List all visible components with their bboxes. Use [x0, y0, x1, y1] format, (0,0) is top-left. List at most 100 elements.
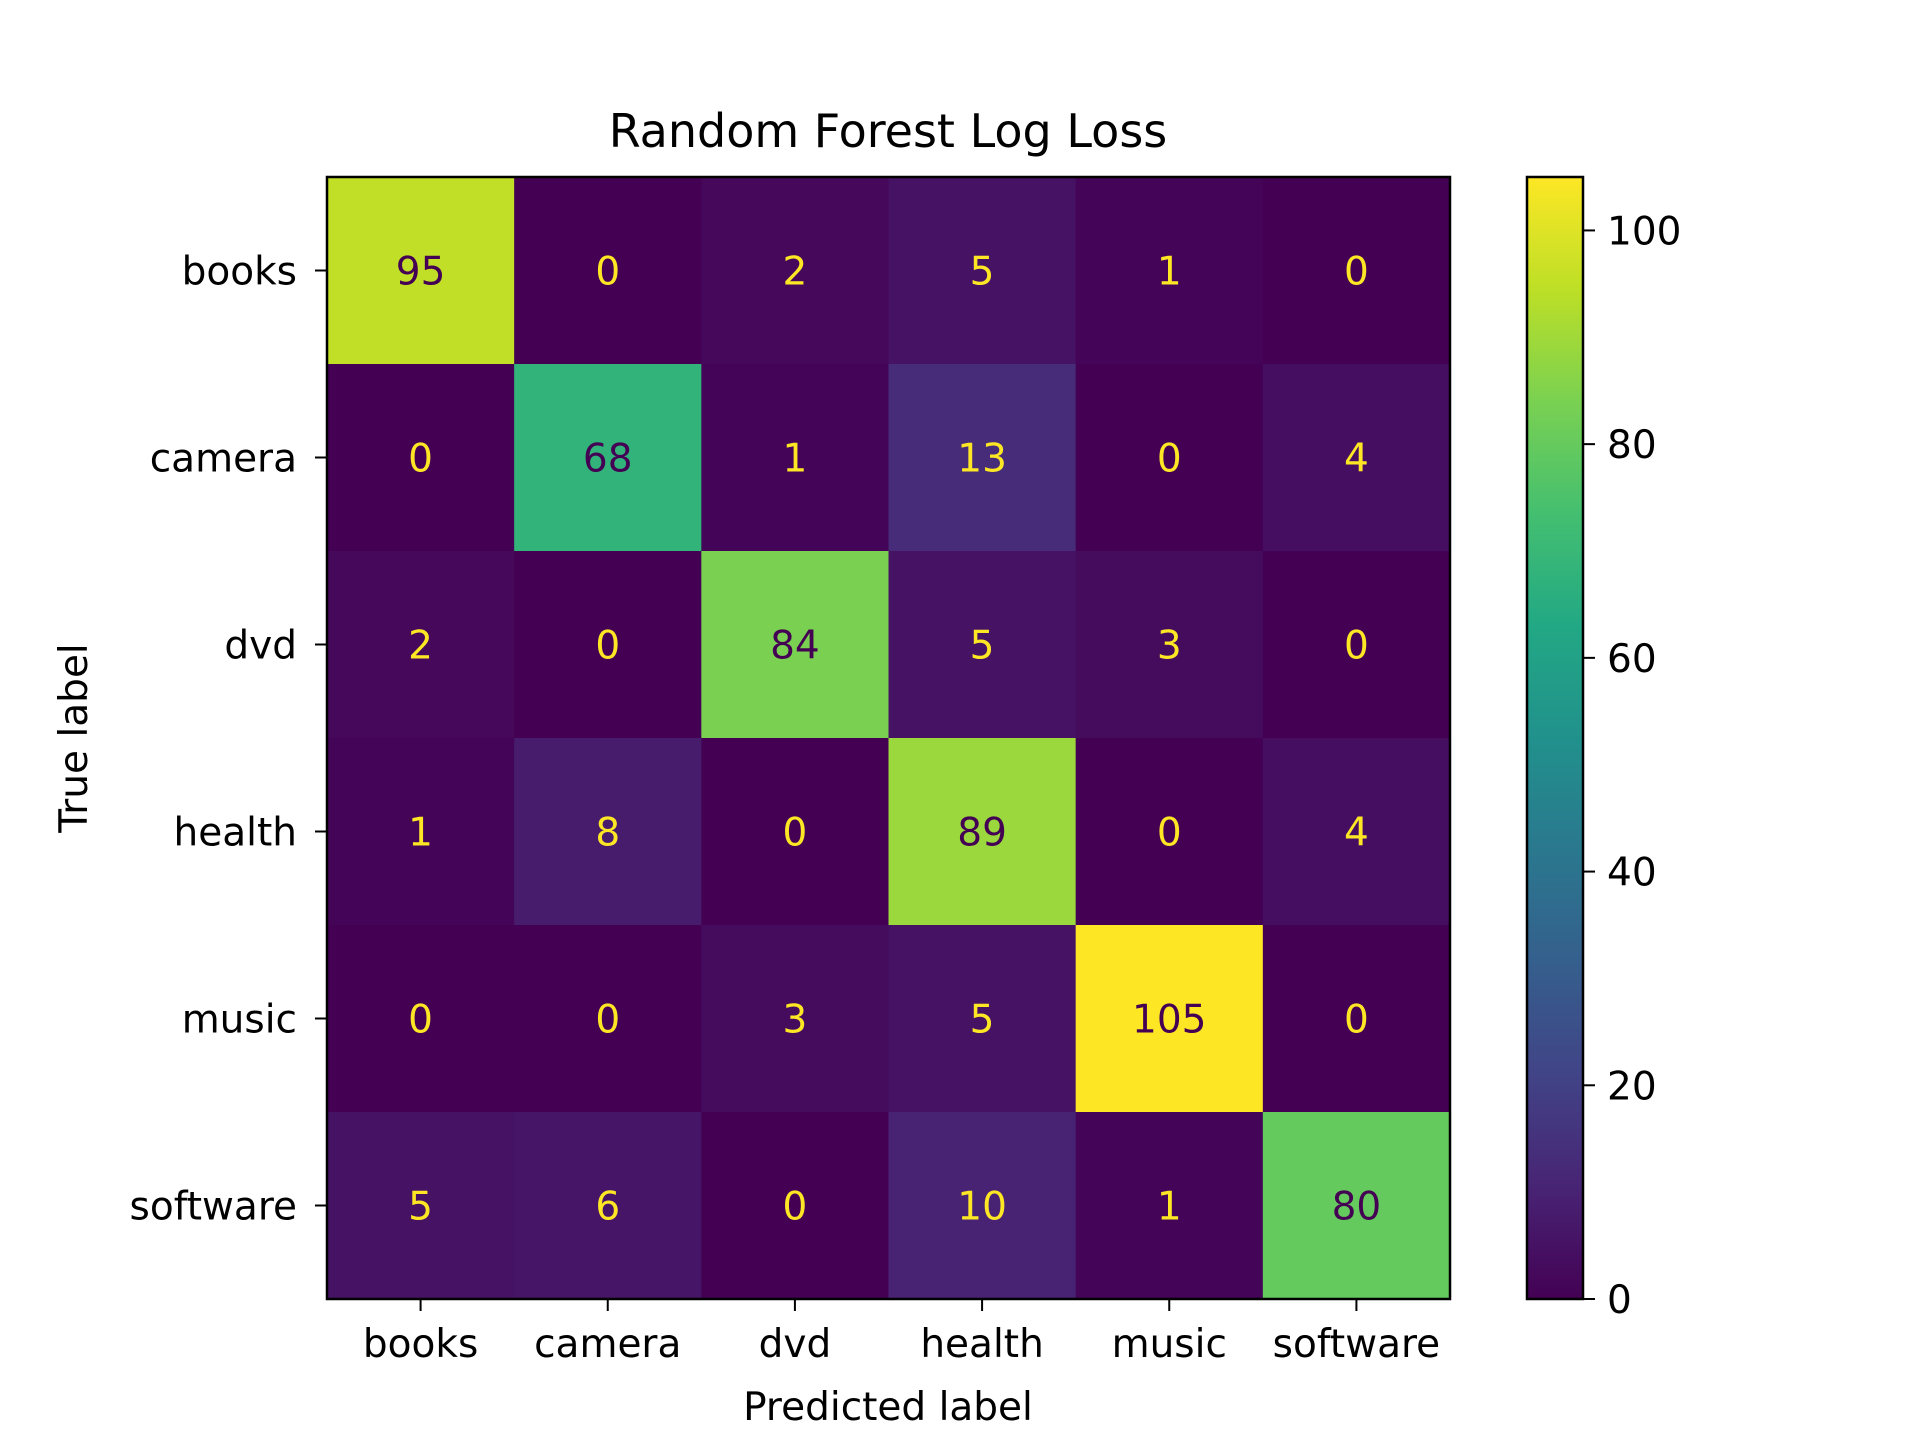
y-axis-label: True label: [52, 643, 97, 834]
cell-value-label: 5: [408, 1185, 433, 1230]
cell-value-label: 1: [783, 437, 808, 482]
cell-value-label: 4: [1344, 437, 1369, 482]
cell-value-label: 1: [1157, 250, 1182, 295]
heatmap-cell-camera-camera: [514, 364, 702, 552]
heatmap-cell-health-music: [1075, 738, 1264, 926]
heatmap-cells: [327, 177, 1451, 1300]
cell-value-label: 3: [783, 998, 808, 1043]
y-tick-label: software: [130, 1185, 297, 1230]
heatmap-cell-dvd-books: [327, 551, 515, 739]
cell-value-label: 0: [1344, 998, 1369, 1043]
heatmap-cell-camera-music: [1075, 364, 1264, 552]
cell-value-label: 3: [1157, 624, 1182, 669]
heatmap-cell-health-dvd: [701, 738, 889, 926]
colorbar-ticks: 0 20 40 60 80 100: [1583, 209, 1681, 1323]
y-tick-label: camera: [150, 437, 297, 482]
cell-value-label: 89: [957, 811, 1007, 856]
chart-title: Random Forest Log Loss: [609, 104, 1168, 158]
x-tick-label: camera: [534, 1322, 681, 1367]
heatmap-cell-health-software: [1262, 738, 1451, 926]
cell-value-label: 95: [396, 250, 446, 295]
heatmap-cell-camera-software: [1262, 364, 1451, 552]
heatmap-cell-health-camera: [514, 738, 702, 926]
cell-value-label: 84: [770, 624, 820, 669]
cell-value-label: 1: [408, 811, 433, 856]
heatmap-cell-dvd-music: [1075, 551, 1264, 739]
heatmap-cell-labels: 95 0 2 5 1 00 68 1 13 0 42 0 84 5 3 01 8 0 89 0 40 0 3 5 105 05 6 0…: [396, 250, 1381, 1230]
x-tick-label: music: [1112, 1322, 1227, 1367]
colorbar-tick-label: 100: [1607, 209, 1681, 254]
cell-value-label: 0: [1344, 250, 1369, 295]
y-tick-label: books: [182, 250, 297, 295]
heatmap-cell-software-dvd: [701, 1112, 889, 1300]
x-tick-label: dvd: [759, 1322, 832, 1367]
x-axis-label: Predicted label: [743, 1385, 1033, 1430]
cell-value-label: 0: [408, 998, 433, 1043]
colorbar-tick-label: 60: [1607, 637, 1657, 682]
heatmap-cell-music-camera: [514, 925, 702, 1113]
heatmap-cell-software-camera: [514, 1112, 702, 1300]
y-tick-label: health: [174, 811, 297, 856]
cell-value-label: 0: [783, 811, 808, 856]
cell-value-label: 1: [1157, 1185, 1182, 1230]
cell-value-label: 2: [783, 250, 808, 295]
cell-value-label: 5: [970, 624, 995, 669]
cell-value-label: 0: [1157, 811, 1182, 856]
cell-value-label: 4: [1344, 811, 1369, 856]
cell-value-label: 0: [1157, 437, 1182, 482]
cell-value-label: 10: [957, 1185, 1007, 1230]
heatmap-cell-dvd-dvd: [701, 551, 889, 739]
heatmap-cell-books-music: [1075, 177, 1264, 365]
heatmap-cell-camera-health: [888, 364, 1077, 552]
colorbar-tick-label: 20: [1607, 1064, 1657, 1109]
cell-value-label: 80: [1332, 1185, 1382, 1230]
x-tick-label: health: [920, 1322, 1043, 1367]
heatmap-cell-software-books: [327, 1112, 515, 1300]
heatmap-cell-music-software: [1262, 925, 1451, 1113]
heatmap-cell-camera-dvd: [701, 364, 889, 552]
heatmap-cell-music-music: [1075, 925, 1264, 1113]
heatmap-cell-books-camera: [514, 177, 702, 365]
cell-value-label: 0: [408, 437, 433, 482]
heatmap-cell-health-books: [327, 738, 515, 926]
heatmap-cell-health-health: [888, 738, 1077, 926]
x-tick-label: books: [363, 1322, 478, 1367]
cell-value-label: 5: [970, 250, 995, 295]
cell-value-label: 0: [783, 1185, 808, 1230]
cell-value-label: 2: [408, 624, 433, 669]
heatmap-cell-books-books: [327, 177, 515, 365]
cell-value-label: 105: [1132, 998, 1206, 1043]
y-tick-label: dvd: [224, 624, 297, 669]
x-tick-label: software: [1273, 1322, 1440, 1367]
y-axis-ticks: books camera dvd health music software: [130, 250, 327, 1230]
heatmap-cell-music-dvd: [701, 925, 889, 1113]
heatmap-cell-books-health: [888, 177, 1077, 365]
colorbar-tick-label: 0: [1607, 1278, 1632, 1323]
heatmap-cell-books-dvd: [701, 177, 889, 365]
heatmap-cell-software-software: [1262, 1112, 1451, 1300]
heatmap-cell-dvd-camera: [514, 551, 702, 739]
cell-value-label: 0: [595, 250, 620, 295]
heatmap-cell-software-music: [1075, 1112, 1264, 1300]
cell-value-label: 5: [970, 998, 995, 1043]
cell-value-label: 6: [595, 1185, 620, 1230]
heatmap-cell-music-books: [327, 925, 515, 1113]
colorbar-tick-label: 80: [1607, 423, 1657, 468]
cell-value-label: 0: [595, 624, 620, 669]
heatmap-cell-dvd-software: [1262, 551, 1451, 739]
cell-value-label: 68: [583, 437, 633, 482]
cell-value-label: 0: [1344, 624, 1369, 669]
heatmap-cell-music-health: [888, 925, 1077, 1113]
y-tick-label: music: [182, 998, 297, 1043]
cell-value-label: 8: [595, 811, 620, 856]
colorbar: [1525, 175, 1585, 1301]
heatmap-cell-camera-books: [327, 364, 515, 552]
cell-value-label: 0: [595, 998, 620, 1043]
cell-value-label: 13: [957, 437, 1007, 482]
heatmap-cell-books-software: [1262, 177, 1451, 365]
x-axis-ticks: books camera dvd health music software: [363, 1299, 1440, 1367]
plot-frame: [325, 175, 1452, 1301]
colorbar-tick-label: 40: [1607, 851, 1657, 896]
heatmap-cell-software-health: [888, 1112, 1077, 1300]
